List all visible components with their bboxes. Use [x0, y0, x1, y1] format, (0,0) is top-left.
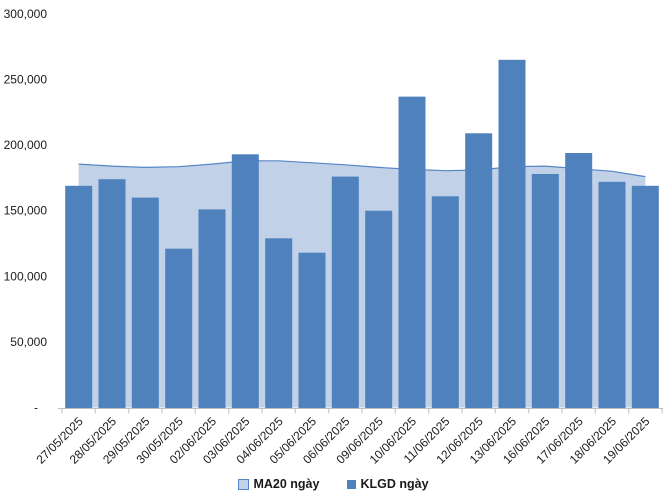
y-axis-tick-label: 50,000: [10, 335, 47, 349]
chart-legend: MA20 ngày KLGD ngày: [0, 477, 667, 491]
ma20-area-swatch-icon: [238, 478, 250, 490]
volume-bar: [465, 133, 493, 409]
volume-bar: [298, 252, 326, 408]
y-axis-tick-label: 100,000: [4, 269, 48, 283]
y-axis-tick-label: -: [34, 401, 38, 415]
volume-bar: [165, 248, 193, 408]
y-axis-tick-label: 200,000: [4, 138, 48, 152]
volume-bar: [131, 197, 159, 408]
volume-bar: [65, 185, 93, 408]
legend-item-klgd: KLGD ngày: [347, 477, 429, 491]
klgd-bar-swatch-icon: [347, 479, 357, 489]
legend-item-ma20: MA20 ngày: [238, 477, 319, 491]
volume-bar: [431, 196, 459, 408]
ma20-line: [78, 160, 646, 178]
volume-bar: [398, 96, 426, 408]
volume-bar: [598, 181, 626, 408]
legend-label-klgd: KLGD ngày: [360, 477, 429, 491]
legend-label-ma20: MA20 ngày: [253, 477, 320, 491]
volume-bar: [565, 153, 593, 408]
volume-bar: [231, 154, 259, 408]
volume-bar: [331, 176, 359, 408]
y-axis-tick-label: 300,000: [4, 7, 48, 21]
volume-bar: [631, 185, 659, 408]
y-axis-tick-label: 250,000: [4, 73, 48, 87]
y-axis-tick-label: 150,000: [4, 204, 48, 218]
ma20-area: [78, 160, 646, 408]
volume-bar: [531, 174, 559, 408]
volume-bar: [98, 179, 126, 408]
volume-bar: [498, 59, 526, 409]
volume-bar: [198, 209, 226, 408]
volume-bar: [365, 210, 393, 408]
volume-bar: [265, 238, 293, 408]
